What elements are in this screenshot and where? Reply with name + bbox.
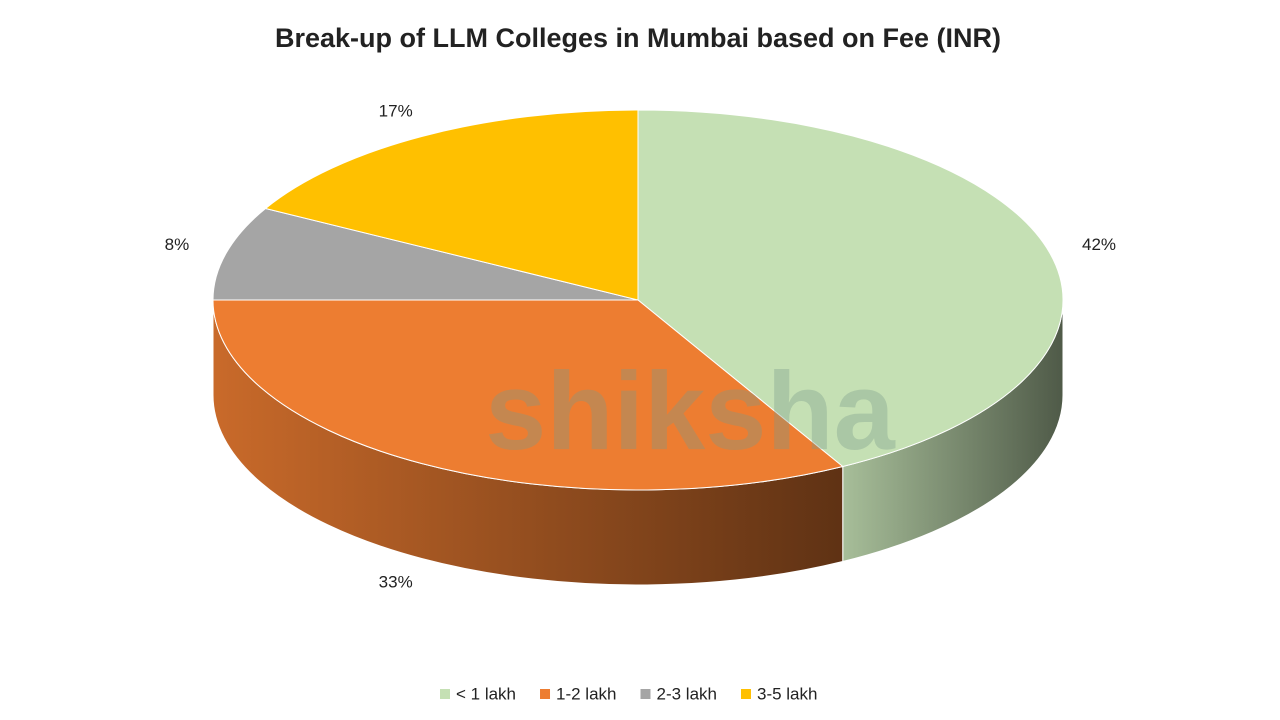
legend-label: 3-5 lakh	[757, 684, 817, 703]
pie-slice	[212, 299, 844, 491]
watermark: shiksha	[485, 350, 895, 473]
pie-slice	[637, 109, 1064, 468]
data-label: 8%	[165, 235, 190, 254]
pie-labels: 42% 33% 8% 17%	[165, 101, 1116, 591]
legend-swatch	[540, 689, 551, 699]
legend: < 1 lakh 1-2 lakh 2-3 lakh 3-5 lakh	[440, 684, 817, 703]
data-label: 17%	[379, 101, 413, 120]
data-label: 42%	[1082, 235, 1116, 254]
legend-label: 2-3 lakh	[657, 684, 717, 703]
legend-label: < 1 lakh	[456, 684, 516, 703]
pie-slice	[264, 109, 639, 301]
pie-slice	[212, 207, 639, 301]
legend-swatch	[440, 689, 450, 699]
pie-tops	[212, 109, 1064, 491]
data-label: 33%	[379, 573, 413, 592]
chart-title: Break-up of LLM Colleges in Mumbai based…	[275, 23, 1001, 53]
legend-swatch	[640, 689, 651, 699]
legend-swatch	[740, 689, 751, 699]
legend-label: 1-2 lakh	[556, 684, 616, 703]
